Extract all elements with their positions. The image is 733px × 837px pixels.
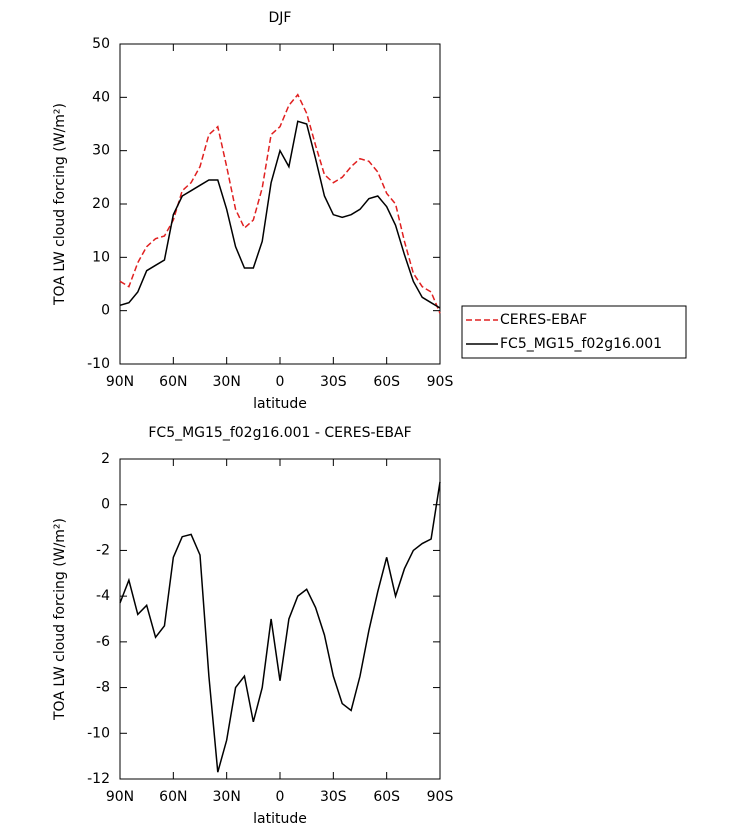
y-tick-label: -4 [96, 588, 110, 604]
x-tick-label: 60S [373, 789, 400, 805]
x-tick-label: 90N [106, 789, 134, 805]
x-tick-label: 30N [213, 789, 241, 805]
y-tick-label: 30 [92, 143, 110, 159]
y-tick-label: -2 [96, 542, 110, 558]
legend-box [461, 305, 687, 359]
data-line [119, 93, 441, 314]
x-tick-label: 90N [106, 374, 134, 390]
data-line [119, 120, 441, 309]
chart-title: DJF [269, 10, 292, 26]
x-tick-label: 0 [276, 374, 285, 390]
y-tick-label: -8 [96, 680, 110, 696]
x-tick-label: 30N [213, 374, 241, 390]
x-tick-label: 90S [427, 789, 454, 805]
y-tick-label: -6 [96, 634, 110, 650]
legend-label: CERES-EBAF [500, 312, 587, 328]
chart-title: FC5_MG15_f02g16.001 - CERES-EBAF [148, 425, 411, 441]
plot-frame [119, 458, 441, 780]
y-tick-label: 0 [101, 303, 110, 319]
plot-frame [119, 43, 441, 365]
y-tick-label: -12 [87, 771, 110, 787]
y-tick-label: -10 [87, 725, 110, 741]
y-tick-label: 50 [92, 36, 110, 52]
y-tick-label: 20 [92, 196, 110, 212]
x-tick-label: 90S [427, 374, 454, 390]
data-line [119, 481, 441, 773]
y-tick-label: 2 [101, 451, 110, 467]
x-axis-label: latitude [253, 396, 307, 412]
x-axis-label: latitude [253, 811, 307, 827]
x-tick-label: 30S [320, 374, 347, 390]
y-axis-label: TOA LW cloud forcing (W/m²) [52, 103, 68, 306]
y-tick-label: -10 [87, 356, 110, 372]
y-axis-label: TOA LW cloud forcing (W/m²) [52, 518, 68, 721]
x-tick-label: 60S [373, 374, 400, 390]
x-tick-label: 0 [276, 789, 285, 805]
x-tick-label: 60N [159, 789, 187, 805]
y-tick-label: 40 [92, 89, 110, 105]
y-tick-label: 0 [101, 497, 110, 513]
legend-label: FC5_MG15_f02g16.001 [500, 336, 662, 352]
y-tick-label: 10 [92, 249, 110, 265]
x-tick-label: 30S [320, 789, 347, 805]
x-tick-label: 60N [159, 374, 187, 390]
